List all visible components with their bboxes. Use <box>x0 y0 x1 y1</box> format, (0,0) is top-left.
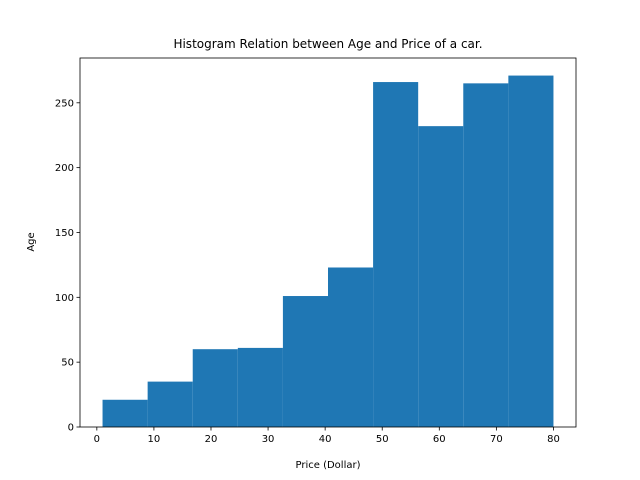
x-tick-label: 40 <box>319 434 332 445</box>
x-tick-label: 60 <box>433 434 446 445</box>
histogram-bar <box>237 347 283 427</box>
plot-frame <box>79 57 577 428</box>
chart-title: Histogram Relation between Age and Price… <box>173 37 482 51</box>
y-axis-label: Age <box>26 232 37 251</box>
y-tick-label: 150 <box>55 228 74 239</box>
x-tick-label: 70 <box>490 434 503 445</box>
x-tick-label: 30 <box>262 434 275 445</box>
y-tick-label: 0 <box>68 423 74 434</box>
histogram-bar <box>463 83 509 427</box>
x-tick-label: 20 <box>205 434 218 445</box>
histogram-bar <box>192 349 238 427</box>
histogram-bar <box>508 75 554 428</box>
histogram-bar <box>418 126 464 427</box>
y-tick-label: 50 <box>61 358 74 369</box>
x-tick-label: 10 <box>148 434 161 445</box>
histogram-bar <box>373 82 419 427</box>
x-axis-ticks: 0 10 20 30 40 50 60 70 80 <box>94 427 560 445</box>
y-tick-label: 200 <box>55 163 74 174</box>
y-axis-ticks: 0 50 100 150 200 250 <box>55 98 80 434</box>
x-tick-label: 50 <box>376 434 389 445</box>
histogram-bar <box>102 399 148 427</box>
histogram-bar <box>328 267 374 427</box>
x-tick-label: 80 <box>547 434 560 445</box>
x-axis-label: Price (Dollar) <box>296 460 361 471</box>
histogram-bar <box>282 296 328 427</box>
y-tick-label: 250 <box>55 98 74 109</box>
histogram-bar <box>147 381 193 427</box>
bars-group <box>102 75 554 428</box>
x-tick-label: 0 <box>94 434 100 445</box>
y-tick-label: 100 <box>55 293 74 304</box>
